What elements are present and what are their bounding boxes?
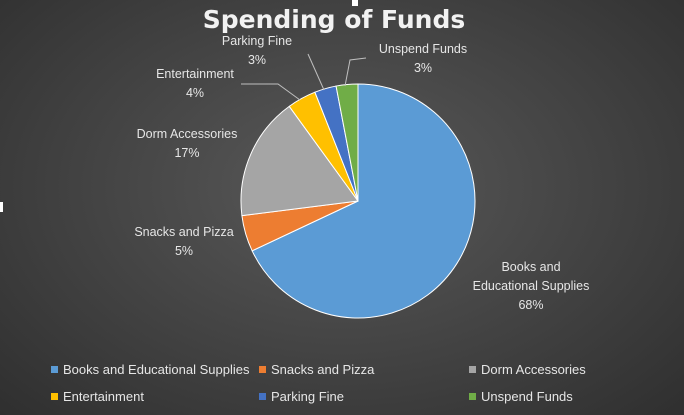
pie-slice-books-and-educational-supplies[interactable] [251,83,476,319]
legend-label: Dorm Accessories [481,362,586,377]
legend-item-snacks-and-pizza[interactable]: Snacks and Pizza [259,362,374,377]
data-label-snacks-and-pizza: Snacks and Pizza 5% [134,225,233,258]
legend: Books and Educational Supplies Snacks and… [0,356,684,412]
pie-slice-dorm-accessories[interactable] [240,105,359,217]
legend-swatch [259,366,266,373]
pie-slices [240,83,476,319]
data-label-entertainment: Entertainment 4% [156,67,234,100]
legend-label: Books and Educational Supplies [63,362,250,377]
pie-slice-unspend-funds[interactable] [335,83,359,202]
legend-item-books-and-educational-supplies[interactable]: Books and Educational Supplies [51,362,249,377]
leader-line-parking-fine [307,53,325,91]
data-label-dorm-accessories: Dorm Accessories 17% [137,127,238,160]
selection-handle-left[interactable] [0,202,3,212]
legend-swatch [259,393,266,400]
legend-label: Unspend Funds [481,389,573,404]
data-label-books-and-educational-supplies: Books and Educational Supplies 68% [473,260,590,312]
legend-label: Parking Fine [271,389,344,404]
selection-handle-top[interactable] [352,0,358,6]
legend-item-parking-fine[interactable]: Parking Fine [259,389,344,404]
data-label-parking-fine: Parking Fine 3% [222,34,292,67]
legend-item-unspend-funds[interactable]: Unspend Funds [469,389,573,404]
chart-title: Spending of Funds [203,5,465,34]
leader-line-entertainment [241,83,301,101]
data-label-unspend-funds: Unspend Funds 3% [379,42,467,75]
legend-swatch [469,393,476,400]
legend-item-entertainment[interactable]: Entertainment [51,389,144,404]
data-labels: Books and Educational Supplies 68% Snacks a… [134,34,589,312]
legend-label: Entertainment [63,389,144,404]
legend-swatch [51,393,58,400]
leader-line-unspend-funds [344,57,367,87]
legend-item-dorm-accessories[interactable]: Dorm Accessories [469,362,586,377]
legend-swatch [469,366,476,373]
legend-label: Snacks and Pizza [271,362,375,377]
leader-lines [241,53,367,101]
legend-swatch [51,366,58,373]
